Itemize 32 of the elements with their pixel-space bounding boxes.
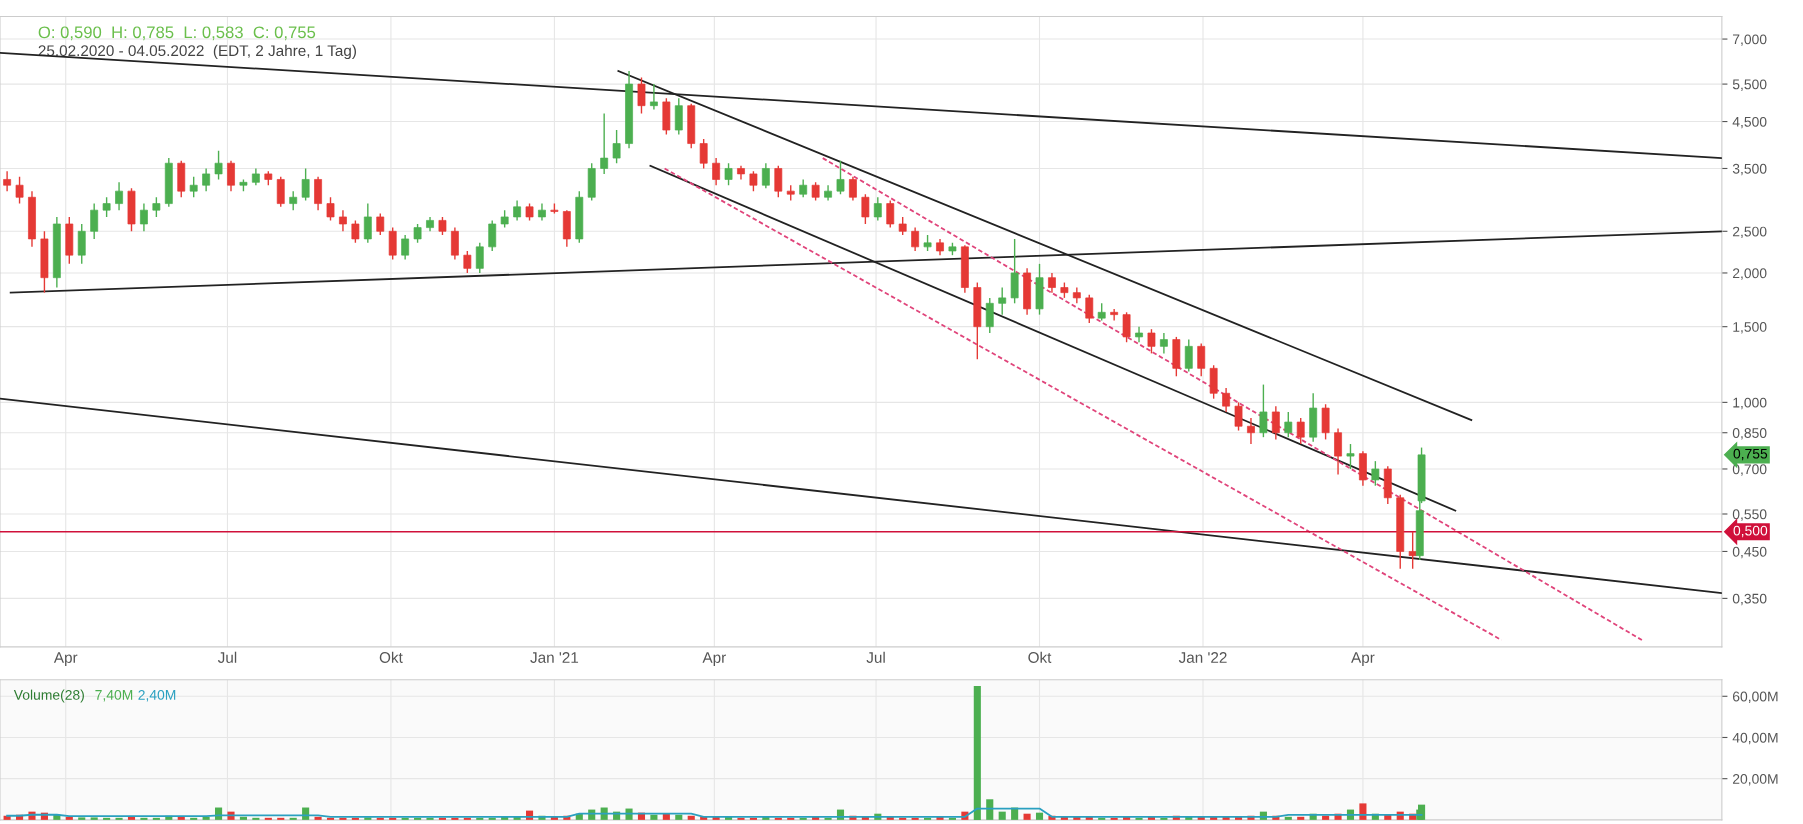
x-tick-label: Okt (1028, 651, 1052, 663)
y-tick-label: 3,500 (1732, 163, 1767, 176)
text: O: 0,590 H: 0,785 L: 0,583 C: 0,755 (38, 26, 316, 41)
y-tick-label: 4,500 (1732, 116, 1767, 129)
y-tick-label: 0,700 (1732, 464, 1767, 476)
x-tick-label: Apr (1351, 652, 1375, 666)
x-tick-label: Okt (379, 651, 403, 663)
x-tick-label: Jul (866, 651, 885, 663)
y-tick-label: 0,550 (1732, 509, 1767, 521)
y-tick-label: 2,500 (1732, 226, 1767, 239)
y-tick-label: 0,350 (1732, 593, 1767, 606)
x-tick-label: Apr (53, 652, 78, 666)
y-tick-label: 5,500 (1732, 79, 1767, 91)
y-tick-label: 2,000 (1732, 268, 1767, 280)
y-tick-label: 40,00M (1732, 732, 1778, 745)
annotation: 2,40M (138, 689, 176, 702)
y-tick-label: 20,00M (1732, 774, 1778, 786)
y-tick-label: 1,500 (1733, 322, 1767, 334)
x-tick-label: Apr (702, 652, 726, 666)
y-tick-label: 1,000 (1733, 397, 1767, 410)
text: 0,755 (1733, 448, 1768, 461)
ref-line-label: 0,500 (1733, 525, 1768, 538)
y-tick-label: 0,850 (1732, 428, 1767, 440)
text: Volume(28) (13, 689, 84, 703)
y-tick-label: 7,000 (1732, 34, 1767, 46)
y-tick-label: 0,450 (1732, 546, 1767, 559)
x-tick-label: Jan '22 (1178, 652, 1227, 663)
y-tick-label: 60,00M (1732, 691, 1778, 704)
x-tick-label: Jul (217, 651, 237, 663)
x-tick-label: Jan '21 (530, 652, 579, 663)
text: 25.02.2020 - 04.05.2022 (EDT, 2 Jahre, 1 Tag) (38, 44, 356, 60)
annotation: 7,40M (95, 689, 133, 702)
